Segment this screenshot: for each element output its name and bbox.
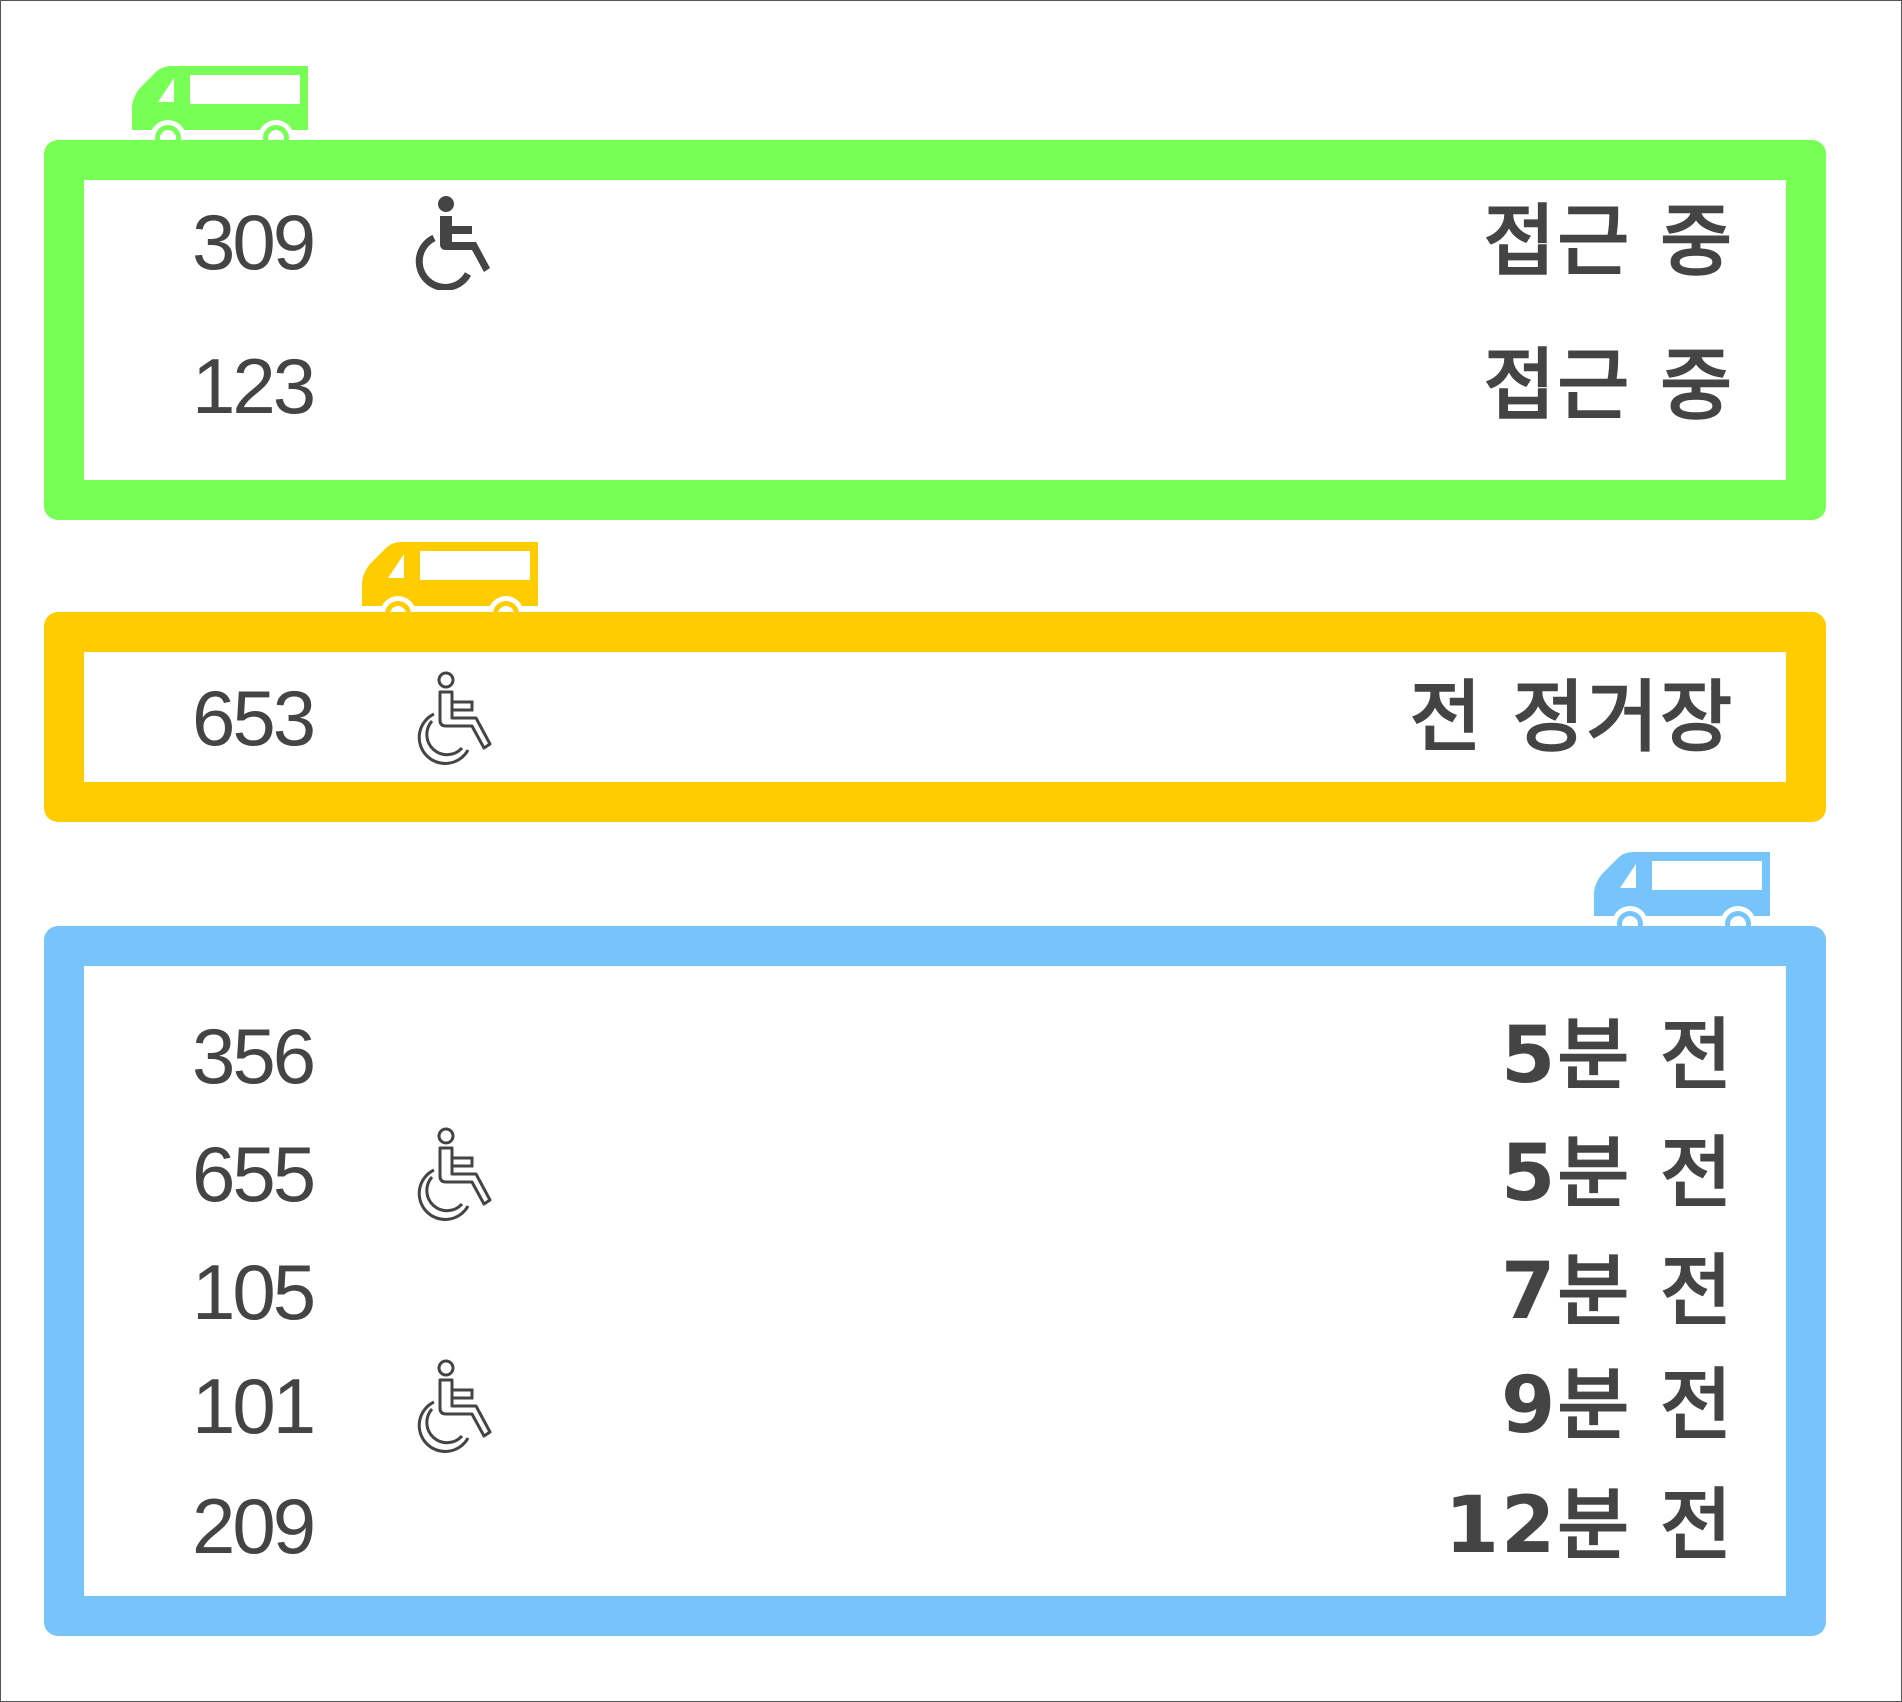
wheelchair-outline-icon [417, 1359, 492, 1453]
wheelchair-outline-icon [417, 1127, 492, 1221]
wheelchair-outline-icon [417, 671, 492, 765]
scheduled-group: 356 5분 전 655 5분 전 105 7분 전 101 9분 전 209 … [44, 926, 1826, 1636]
list-item[interactable]: 309 접근 중 [84, 192, 1786, 292]
route-number: 655 [192, 1130, 316, 1218]
list-item[interactable]: 123 접근 중 [84, 336, 1786, 436]
approaching-group: 309 접근 중 123 접근 중 [44, 140, 1826, 520]
arrival-status: 12분 전 [1444, 1481, 1734, 1571]
route-number: 209 [192, 1482, 316, 1570]
arrival-status: 접근 중 [1483, 341, 1734, 431]
list-item[interactable]: 105 7분 전 [84, 1242, 1786, 1342]
route-number: 653 [192, 674, 316, 762]
route-number: 356 [192, 1012, 316, 1100]
arrival-status: 5분 전 [1501, 1129, 1734, 1219]
arrival-status: 접근 중 [1483, 197, 1734, 287]
list-item[interactable]: 356 5분 전 [84, 1006, 1786, 1106]
route-number: 101 [192, 1362, 316, 1450]
arrival-status: 전 정거장 [1409, 673, 1734, 763]
wheelchair-filled-icon [415, 196, 490, 290]
arrival-status: 5분 전 [1501, 1011, 1734, 1101]
route-number: 105 [192, 1248, 316, 1336]
route-number: 123 [192, 342, 316, 430]
list-item[interactable]: 655 5분 전 [84, 1124, 1786, 1224]
list-item[interactable]: 209 12분 전 [84, 1476, 1786, 1576]
list-item[interactable]: 101 9분 전 [84, 1356, 1786, 1456]
previous-stop-group: 653 전 정거장 [44, 612, 1826, 822]
list-item[interactable]: 653 전 정거장 [84, 668, 1786, 768]
arrival-status: 9분 전 [1501, 1361, 1734, 1451]
arrival-status: 7분 전 [1501, 1247, 1734, 1337]
route-number: 309 [192, 198, 316, 286]
